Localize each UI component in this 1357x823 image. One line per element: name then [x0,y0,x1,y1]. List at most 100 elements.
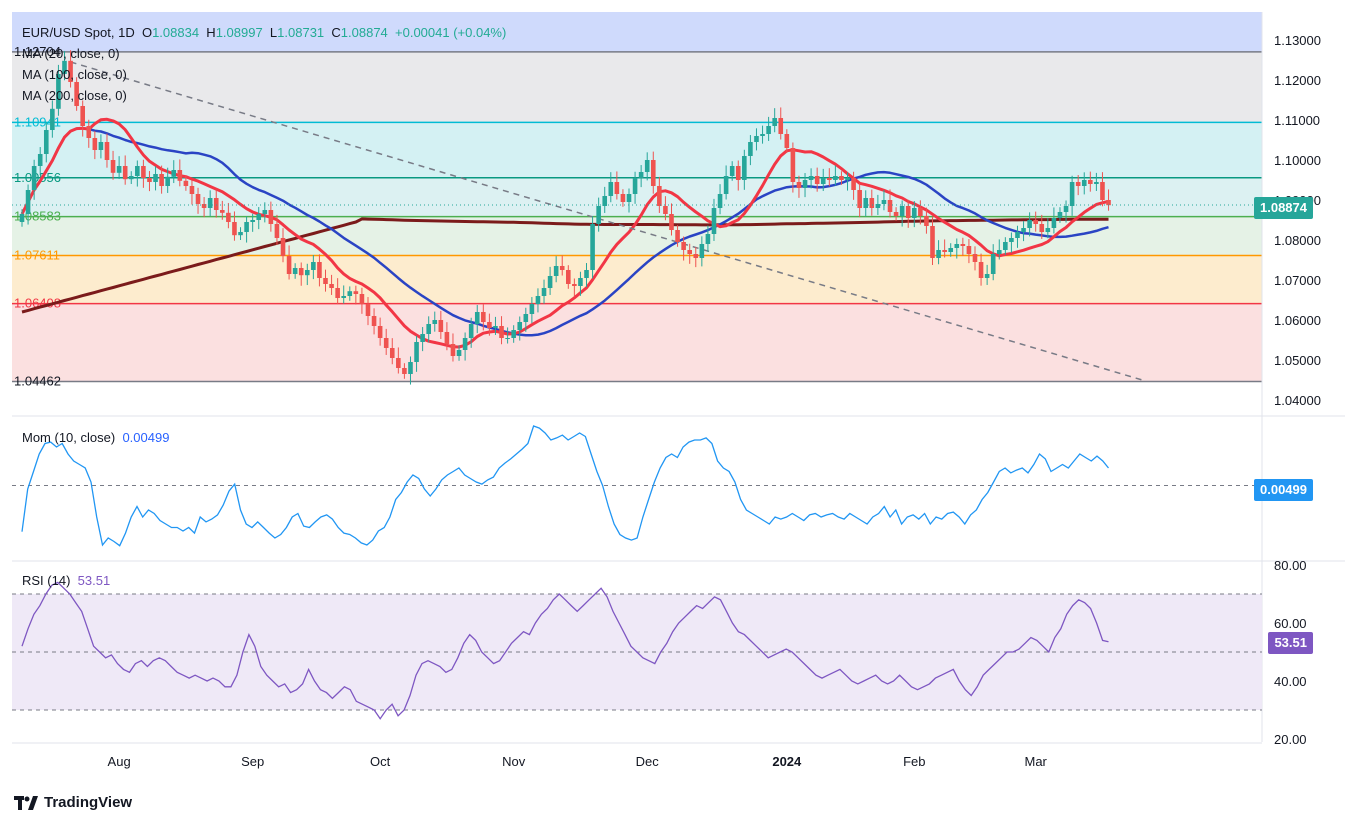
candle-body [669,214,674,230]
candle-body [596,206,601,224]
candle-body [499,326,504,338]
candle-body [201,204,207,208]
candle-body [353,291,359,294]
candle-body [468,324,474,338]
fib-level-label: 1.08583 [14,209,61,224]
candle-body [274,224,280,238]
low-value: 1.08731 [277,25,325,40]
candle-body [153,174,158,182]
candle-body [851,178,856,190]
candle-body [893,212,899,216]
brand-name: TradingView [44,794,133,811]
candle-body [389,348,395,358]
candle-body [292,268,298,274]
symbol-header[interactable]: EUR/USD Spot, 1D O1.08834 H1.08997 L1.08… [22,25,506,40]
time-axis-tick: Feb [903,754,925,769]
candle-body [487,322,492,328]
rsi-line [21,581,1109,720]
candle-body [814,176,820,184]
rsi-label: RSI (14) [22,573,71,588]
candle-body [729,166,735,176]
candle-body [171,170,177,177]
candle-body [298,268,304,276]
candle-body [207,198,213,208]
candle-body [86,126,92,138]
close-label: C [331,25,341,40]
candle-body [881,200,887,204]
candle-body [584,270,589,278]
candle-body [748,142,753,156]
candle-body [905,206,911,218]
candle-body [644,160,650,172]
rsi-value: 53.51 [77,573,111,588]
candle-body [790,148,796,182]
candle-body [1106,200,1111,206]
candle-body [256,214,262,220]
fib-zone [12,12,1262,52]
candle-body [250,220,255,222]
candle-body [930,226,935,258]
mom-legend[interactable]: Mom (10, close) 0.00499 [22,430,169,445]
candle-body [262,210,268,214]
candle-body [772,118,777,126]
candle-body [839,176,844,180]
candle-body [638,172,644,178]
candle-body [116,166,122,173]
candle-body [147,178,152,182]
candle-body [493,326,498,328]
candle-body [578,278,583,286]
candle-body [329,284,334,288]
candle-body [311,262,316,270]
candle-body [456,350,462,356]
candle-body [808,176,814,180]
candle-body [92,138,98,150]
candle-body [1075,182,1081,186]
ma20-legend[interactable]: MA (20, close, 0) [22,46,120,61]
candle-body [784,134,790,148]
last-price-tag: 1.08874 [1254,197,1313,219]
fib-zone [12,303,1262,382]
candle-body [165,176,170,186]
candle-body [553,266,559,276]
ma100-legend[interactable]: MA (100, close, 0) [22,67,127,82]
tradingview-brand[interactable]: TradingView [14,794,132,811]
candle-body [505,338,510,339]
candle-body [213,198,219,210]
ma200-legend[interactable]: MA (200, close, 0) [22,88,127,103]
time-axis-tick: Sep [241,754,264,769]
candle-body [547,276,553,288]
candle-body [1003,242,1008,250]
ma100-line [20,127,1109,337]
price-axis-tick: 1.10000 [1274,153,1321,168]
candle-body [104,142,110,160]
candle-body [863,198,869,208]
price-axis-tick: 1.04000 [1274,393,1321,408]
price-axis-tick: 1.12000 [1274,73,1321,88]
candle-body [396,358,401,368]
candle-body [705,234,711,244]
candle-body [220,210,225,213]
rsi-legend[interactable]: RSI (14) 53.51 [22,573,110,588]
candle-body [723,176,729,194]
rsi-axis-tick: 20.00 [1274,732,1307,747]
candle-body [195,194,201,204]
candle-body [122,166,128,180]
open-value: 1.08834 [152,25,200,40]
candle-body [657,186,662,206]
rsi-value-tag: 53.51 [1268,632,1313,654]
candle-body [1033,220,1038,224]
candle-body [572,284,577,286]
candle-body [141,166,146,178]
candle-body [1094,182,1099,184]
tradingview-logo-icon [14,795,38,810]
mom-value: 0.00499 [122,430,170,445]
candle-body [948,248,954,252]
candle-body [820,178,826,184]
candle-body [663,206,668,214]
rsi-axis-tick: 40.00 [1274,674,1307,689]
candle-body [128,176,134,180]
candle-body [541,288,547,296]
fib-level-label: 1.12704 [14,44,61,59]
candle-body [517,322,523,330]
